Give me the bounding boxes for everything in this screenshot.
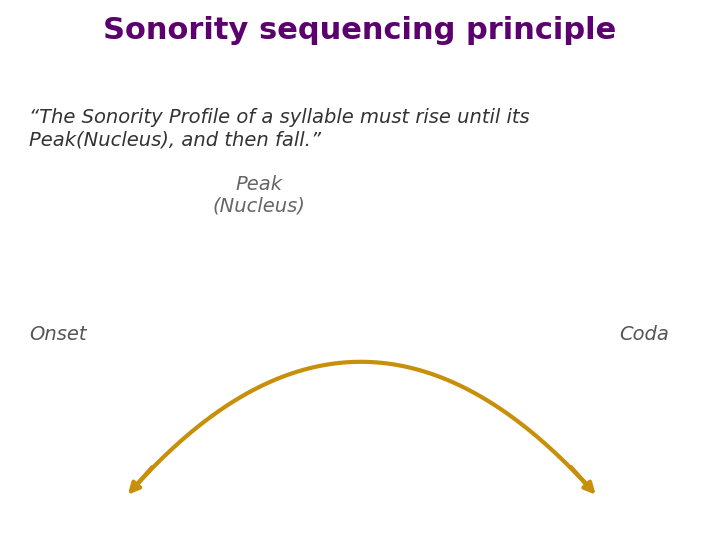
Text: Sonority sequencing principle: Sonority sequencing principle: [104, 16, 616, 45]
Text: Coda: Coda: [619, 325, 669, 345]
Text: Peak
(Nucleus): Peak (Nucleus): [213, 175, 305, 216]
Text: Onset: Onset: [29, 325, 86, 345]
Text: “The Sonority Profile of a syllable must rise until its
Peak(Nucleus), and then : “The Sonority Profile of a syllable must…: [29, 108, 529, 149]
